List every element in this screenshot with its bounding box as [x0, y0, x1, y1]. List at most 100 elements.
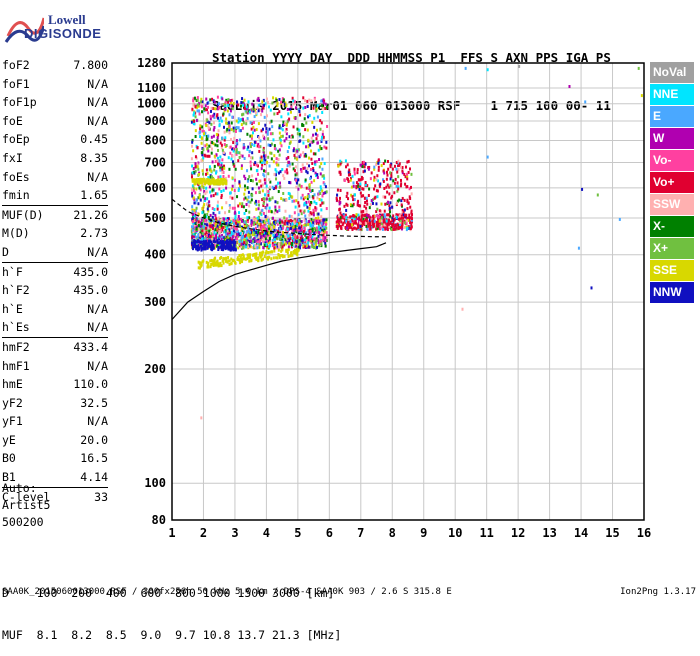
echo-point — [213, 258, 216, 262]
echo-point — [263, 115, 266, 119]
echo-point — [216, 116, 219, 120]
echo-point — [220, 163, 223, 167]
echo-point — [247, 100, 250, 104]
echo-point — [360, 210, 363, 214]
echo-point — [322, 201, 325, 205]
echo-point — [240, 229, 243, 233]
echo-point — [348, 168, 351, 172]
echo-point — [233, 226, 236, 230]
echo-point — [204, 243, 207, 247]
echo-point — [230, 257, 233, 261]
echo-point — [293, 243, 296, 247]
echo-point — [406, 174, 409, 178]
echo-point — [231, 220, 234, 224]
echo-point — [218, 211, 221, 215]
echo-point — [206, 213, 209, 217]
echo-point — [347, 170, 350, 174]
echo-point — [345, 195, 348, 199]
echo-point — [263, 197, 266, 201]
echo-point — [360, 218, 363, 222]
echo-point — [299, 209, 302, 213]
echo-point — [398, 198, 401, 202]
echo-point — [205, 223, 208, 227]
echo-point — [313, 98, 316, 102]
echo-point — [268, 121, 271, 125]
echo-point — [283, 243, 286, 247]
echo-point — [249, 164, 252, 168]
echo-point — [371, 201, 374, 205]
echo-point — [240, 219, 243, 223]
echo-point — [257, 103, 260, 107]
echo-point — [257, 200, 260, 204]
echo-point — [211, 97, 214, 101]
echo-point — [191, 179, 194, 183]
echo-point — [319, 221, 322, 225]
echo-point — [275, 98, 278, 102]
echo-point — [305, 154, 308, 158]
echo-point — [264, 102, 267, 106]
echo-point — [286, 107, 289, 111]
echo-point — [211, 235, 214, 239]
echo-point — [210, 169, 213, 173]
echo-point — [322, 101, 325, 105]
echo-point — [222, 112, 225, 116]
echo-point — [226, 104, 229, 108]
echo-point — [203, 229, 206, 233]
echo-point — [294, 226, 297, 230]
echo-point — [289, 254, 292, 258]
echo-point — [284, 238, 287, 242]
echo-point — [237, 151, 240, 155]
echo-point — [292, 241, 295, 245]
echo-point — [216, 259, 219, 263]
echo-point — [229, 151, 232, 155]
echo-point — [311, 140, 314, 144]
echo-point — [401, 166, 404, 170]
echo-point — [386, 183, 389, 187]
echo-point — [256, 172, 259, 176]
echo-point — [214, 171, 217, 175]
echo-point — [361, 176, 364, 180]
echo-point — [200, 224, 203, 228]
echo-point — [308, 98, 311, 102]
echo-point — [241, 113, 244, 117]
echo-point — [284, 130, 287, 134]
echo-point — [212, 223, 215, 227]
echo-point — [279, 254, 282, 258]
echo-point — [326, 124, 329, 128]
echo-point — [217, 218, 220, 222]
echo-point — [232, 246, 235, 250]
echo-point — [248, 175, 251, 179]
echo-point — [306, 104, 309, 108]
echo-point — [319, 229, 322, 233]
echo-point — [303, 117, 306, 121]
echo-point — [239, 119, 242, 123]
echo-point — [349, 203, 352, 207]
echo-point — [214, 159, 217, 163]
echo-point — [219, 245, 222, 249]
echo-point — [254, 108, 257, 112]
echo-point — [203, 189, 206, 193]
param-row: hmF1 N/A — [2, 357, 108, 376]
echo-point — [464, 66, 467, 70]
echo-point — [230, 137, 233, 141]
echo-point — [224, 247, 227, 251]
echo-point — [267, 226, 270, 230]
echo-point — [342, 221, 345, 225]
echo-point — [292, 99, 295, 103]
echo-point — [198, 102, 201, 106]
echo-point — [233, 259, 236, 263]
echo-point — [367, 215, 370, 219]
echo-point — [218, 105, 221, 109]
echo-point — [273, 112, 276, 116]
echo-point — [294, 173, 297, 177]
echo-point — [280, 126, 283, 130]
echo-point — [388, 192, 391, 196]
echo-point — [192, 230, 195, 234]
echo-point — [276, 237, 279, 241]
echo-point — [216, 200, 219, 204]
echo-point — [254, 252, 257, 256]
echo-point — [202, 172, 205, 176]
echo-point — [203, 182, 206, 186]
echo-point — [371, 219, 374, 223]
echo-point — [224, 176, 227, 180]
